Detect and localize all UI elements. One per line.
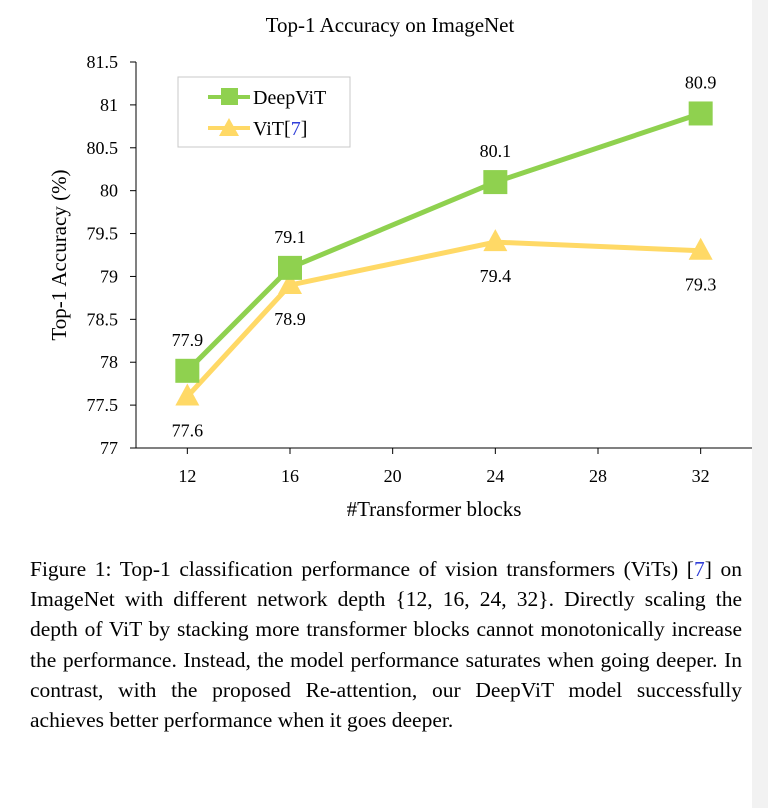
vit-data-label: 77.6 bbox=[172, 421, 204, 441]
y-tick-label: 81.5 bbox=[87, 52, 119, 72]
y-tick-label: 80 bbox=[100, 181, 118, 201]
series-vit: 77.6 78.9 79.4 79.3 bbox=[172, 229, 717, 441]
deepvit-data-label: 79.1 bbox=[274, 227, 306, 247]
legend-deepvit-label: DeepViT bbox=[253, 87, 326, 109]
legend-vit-label: ViT[7] bbox=[253, 118, 307, 140]
y-axis-ticks: 77 77.5 78 78.5 79 79.5 80 80.5 81 81.5 bbox=[87, 52, 136, 458]
x-axis-ticks: 12 16 20 24 28 32 bbox=[178, 448, 710, 486]
chart-title: Top-1 Accuracy on ImageNet bbox=[266, 13, 515, 37]
legend-deepvit-square bbox=[221, 88, 238, 105]
y-tick-label: 77.5 bbox=[87, 395, 119, 415]
vit-point bbox=[278, 272, 302, 295]
x-tick-label: 16 bbox=[281, 466, 299, 486]
x-tick-label: 24 bbox=[486, 466, 504, 486]
x-tick-label: 28 bbox=[589, 466, 607, 486]
legend: DeepViT ViT[7] bbox=[177, 76, 351, 148]
x-tick-label: 20 bbox=[384, 466, 402, 486]
x-tick-label: 32 bbox=[692, 466, 710, 486]
deepvit-data-label: 77.9 bbox=[172, 330, 204, 350]
y-tick-label: 79 bbox=[100, 266, 118, 286]
x-tick-label: 12 bbox=[178, 466, 196, 486]
deepvit-point bbox=[278, 255, 302, 280]
vit-point bbox=[483, 229, 508, 252]
x-axis-label: #Transformer blocks bbox=[347, 497, 522, 521]
legend-vit-cite[interactable]: 7 bbox=[291, 118, 301, 140]
y-tick-label: 79.5 bbox=[87, 224, 119, 244]
caption-text-end: ] on ImageNet with different network dep… bbox=[30, 557, 742, 733]
y-tick-label: 80.5 bbox=[87, 138, 119, 158]
figure-caption: Figure 1: Top-1 classification performan… bbox=[30, 554, 742, 735]
caption-citation-link[interactable]: 7 bbox=[693, 557, 705, 581]
vit-line bbox=[184, 239, 704, 400]
deepvit-data-label: 80.9 bbox=[685, 72, 717, 92]
deepvit-data-label: 80.1 bbox=[480, 141, 512, 161]
vit-point bbox=[688, 237, 713, 260]
deepvit-point bbox=[483, 170, 508, 195]
vit-data-label: 78.9 bbox=[274, 309, 306, 329]
legend-box bbox=[177, 76, 351, 148]
legend-vit-text: ViT[ bbox=[253, 118, 291, 140]
y-tick-label: 78 bbox=[100, 352, 118, 372]
legend-vit-bracket: ] bbox=[301, 118, 308, 140]
caption-text-start: Figure 1: Top-1 classification performan… bbox=[30, 557, 694, 581]
y-tick-label: 81 bbox=[100, 95, 118, 115]
y-axis-label: Top-1 Accuracy (%) bbox=[47, 169, 71, 340]
vit-data-label: 79.4 bbox=[480, 266, 512, 286]
series-deepvit: 77.9 79.1 80.1 80.9 bbox=[172, 72, 717, 383]
deepvit-point bbox=[688, 101, 713, 126]
vit-point bbox=[175, 383, 200, 406]
y-tick-label: 77 bbox=[100, 438, 118, 458]
series-layer: 77.6 78.9 79.4 79.3 77.9 79.1 80.1 80.9 bbox=[172, 72, 717, 440]
y-tick-label: 78.5 bbox=[87, 309, 119, 329]
deepvit-point bbox=[175, 358, 200, 383]
vit-data-label: 79.3 bbox=[685, 275, 717, 295]
scrollbar-track[interactable] bbox=[752, 0, 768, 808]
legend-vit-triangle bbox=[219, 118, 239, 136]
deepvit-line bbox=[184, 110, 704, 374]
accuracy-line-chart: Top-1 Accuracy on ImageNet 7777.57878.57… bbox=[47, 13, 752, 521]
